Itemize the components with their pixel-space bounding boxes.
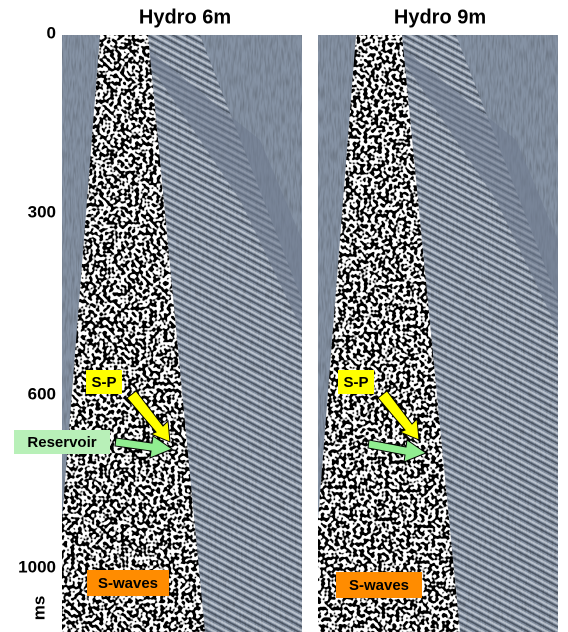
sp-label: S-P	[91, 374, 116, 391]
swaves-label: S-waves	[349, 577, 409, 594]
panel-image	[62, 35, 302, 632]
y-axis-unit: ms	[29, 596, 48, 621]
sp-label: S-P	[343, 374, 368, 391]
y-tick-label: 600	[28, 384, 56, 403]
label-box	[87, 570, 169, 596]
arrow	[367, 439, 428, 463]
label-box	[336, 572, 422, 598]
label-box	[86, 370, 122, 394]
y-tick-label: 0	[47, 23, 56, 42]
panel-title: Hydro 9m	[394, 6, 486, 28]
swaves-label: S-waves	[98, 575, 158, 592]
arrow	[126, 390, 171, 443]
label-box	[338, 370, 374, 394]
panel-title: Hydro 6m	[139, 6, 231, 28]
y-tick-label: 300	[28, 202, 56, 221]
arrow	[114, 435, 174, 459]
label-box	[14, 430, 110, 454]
panel-image	[318, 35, 558, 632]
y-tick-label: 1000	[18, 557, 56, 576]
arrow	[377, 390, 420, 441]
reservoir-label: Reservoir	[27, 434, 96, 451]
